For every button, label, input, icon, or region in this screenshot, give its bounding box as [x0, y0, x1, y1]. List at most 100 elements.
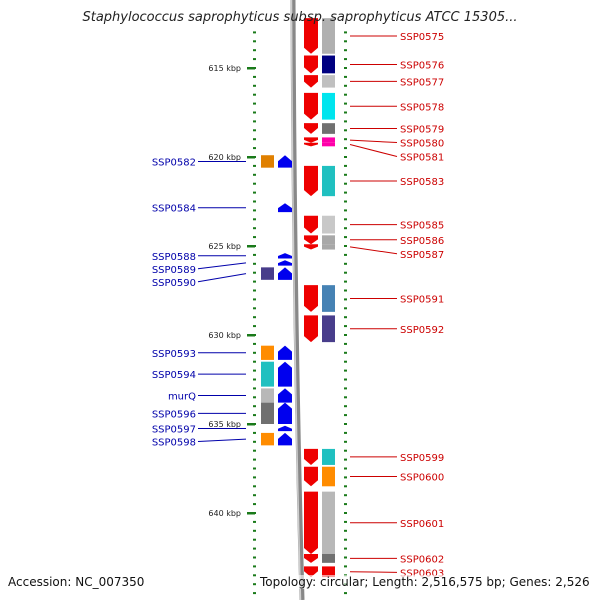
tick-mark — [344, 396, 347, 399]
forward-gene-label: SSP0575 — [400, 32, 444, 43]
tick-mark — [253, 120, 256, 123]
tick-mark — [253, 476, 256, 479]
tick-mark — [253, 182, 256, 185]
tick-mark — [344, 164, 347, 167]
cog-color-box — [261, 388, 274, 403]
tick-mark — [253, 565, 256, 568]
forward-gene-label: SSP0580 — [400, 139, 444, 150]
tick-mark — [253, 485, 256, 488]
forward-gene-arrow — [304, 315, 318, 343]
tick-mark — [253, 458, 256, 461]
forward-gene-arrow — [304, 285, 318, 312]
tick-mark — [253, 592, 256, 595]
tick-mark — [344, 111, 347, 114]
tick-mark — [253, 316, 256, 319]
tick-mark — [253, 342, 256, 345]
reverse-gene-label: SSP0588 — [152, 252, 196, 263]
cog-color-box — [322, 215, 335, 234]
reverse-gene-leader — [197, 273, 247, 283]
tick-mark — [253, 556, 256, 559]
tick-mark — [344, 93, 347, 96]
forward-strand-track — [304, 18, 335, 578]
tick-mark — [344, 182, 347, 185]
forward-gene-label: SSP0591 — [400, 295, 444, 306]
tick-mark — [344, 298, 347, 301]
tick-mark — [344, 31, 347, 34]
cog-color-box — [322, 92, 335, 120]
tick-mark — [344, 529, 347, 532]
cog-color-box — [261, 155, 274, 168]
scale-label: 625 kbp — [208, 242, 241, 251]
reverse-gene-arrow — [278, 253, 292, 259]
tick-mark — [253, 405, 256, 408]
gene-labels: SSP0575 SSP0576 SSP0577 SSP0578 SSP0579 SSP05… — [152, 32, 444, 579]
tick-mark — [253, 218, 256, 221]
tick-mark — [344, 58, 347, 61]
tick-mark — [253, 280, 256, 283]
tick-mark — [344, 467, 347, 470]
genome-summary-text: Topology: circular; Length: 2,516,575 bp… — [260, 575, 590, 589]
tick-mark — [344, 494, 347, 497]
tick-mark — [253, 494, 256, 497]
forward-gene-label: SSP0599 — [400, 453, 444, 464]
accession-text: Accession: NC_007350 — [8, 575, 145, 589]
tick-mark — [253, 351, 256, 354]
tick-mark — [253, 84, 256, 87]
tick-mark — [344, 67, 347, 69]
reverse-gene-arrow — [278, 345, 292, 360]
tick-mark — [253, 31, 256, 34]
tick-mark — [253, 58, 256, 61]
reverse-gene-arrow — [278, 361, 292, 387]
tick-mark — [253, 129, 256, 132]
tick-mark — [344, 485, 347, 488]
tick-mark — [344, 503, 347, 506]
scale-tick — [247, 245, 255, 248]
genome-backbone-highlight — [290, 0, 302, 600]
tick-mark — [344, 209, 347, 212]
tick-mark — [344, 547, 347, 550]
reverse-gene-leader — [197, 262, 247, 270]
tick-mark — [344, 520, 347, 523]
forward-gene-arrow — [304, 165, 318, 197]
cog-color-box — [261, 361, 274, 387]
reverse-gene-arrow — [278, 402, 292, 424]
forward-gene-arrow — [304, 92, 318, 120]
tick-mark — [344, 236, 347, 239]
tick-mark — [344, 592, 347, 595]
tick-mark — [344, 431, 347, 434]
tick-mark — [253, 289, 256, 292]
tick-mark — [253, 298, 256, 301]
cog-color-box — [322, 315, 335, 343]
reverse-gene-label: SSP0584 — [152, 204, 196, 215]
cog-color-box — [322, 55, 335, 74]
forward-gene-arrow — [304, 244, 318, 250]
tick-mark — [253, 209, 256, 212]
tick-mark — [253, 547, 256, 550]
tick-mark — [344, 200, 347, 203]
reverse-gene-arrow — [278, 388, 292, 403]
scale-tick — [247, 156, 255, 159]
reverse-gene-arrow — [278, 425, 292, 432]
tick-mark — [344, 191, 347, 194]
tick-mark — [253, 325, 256, 328]
forward-gene-leader — [349, 144, 398, 158]
forward-gene-arrow — [304, 123, 318, 134]
cog-color-box — [322, 285, 335, 312]
tick-mark — [253, 378, 256, 381]
tick-mark — [344, 218, 347, 221]
tick-mark — [344, 458, 347, 461]
cog-color-box — [322, 137, 335, 143]
cog-color-box — [322, 566, 335, 578]
tick-mark — [253, 164, 256, 167]
tick-mark — [344, 512, 347, 514]
cog-color-box — [322, 142, 335, 147]
tick-mark — [253, 583, 256, 586]
map-title: Staphylococcus saprophyticus subsp. sapr… — [82, 10, 518, 25]
tick-mark — [344, 253, 347, 256]
reverse-gene-arrow — [278, 260, 292, 266]
tick-mark — [344, 369, 347, 372]
tick-mark — [253, 173, 256, 176]
scale-tick — [247, 334, 255, 337]
tick-mark — [253, 253, 256, 256]
reverse-gene-arrow — [278, 267, 292, 280]
